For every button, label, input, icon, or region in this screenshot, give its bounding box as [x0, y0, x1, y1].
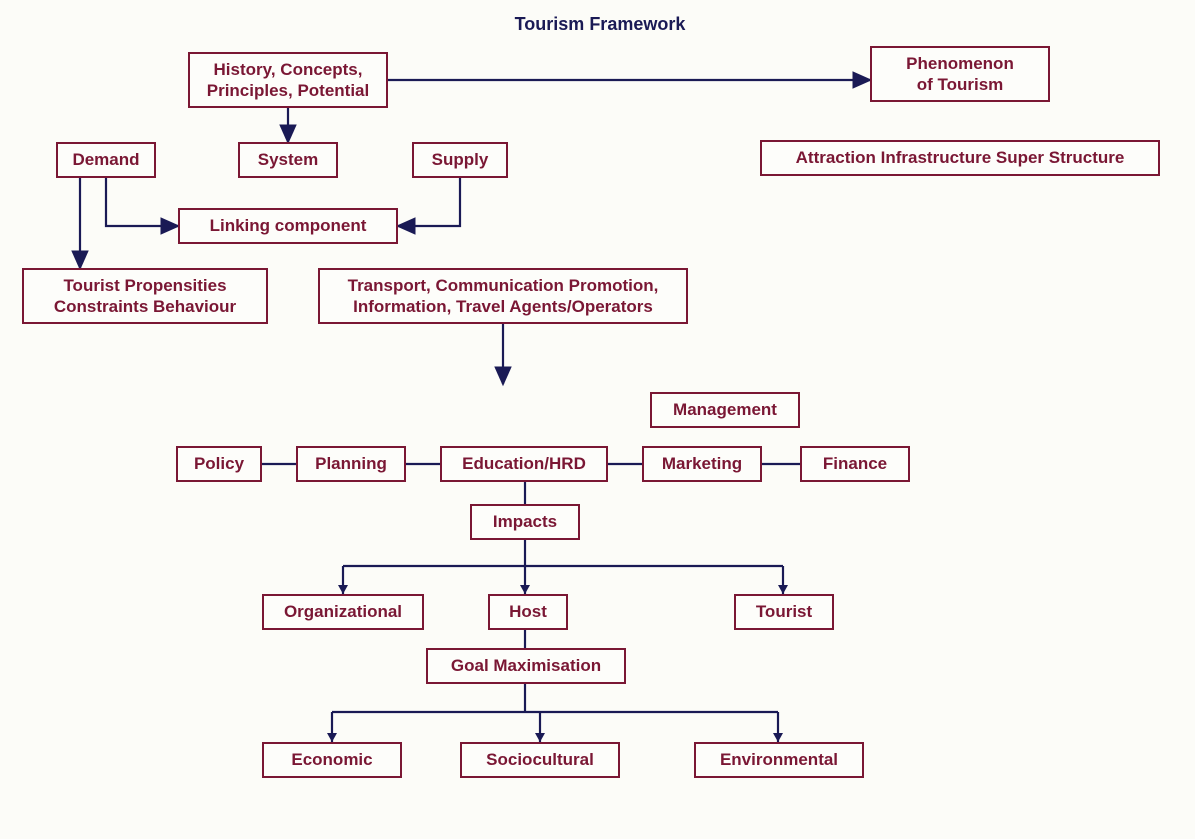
- node-policy: Policy: [176, 446, 262, 482]
- node-impacts: Impacts: [470, 504, 580, 540]
- node-phenomenon: Phenomenon of Tourism: [870, 46, 1050, 102]
- node-goal: Goal Maximisation: [426, 648, 626, 684]
- node-education: Education/HRD: [440, 446, 608, 482]
- node-management: Management: [650, 392, 800, 428]
- node-organizational: Organizational: [262, 594, 424, 630]
- node-tourist: Tourist: [734, 594, 834, 630]
- edges-layer: [0, 0, 1195, 839]
- node-history: History, Concepts, Principles, Potential: [188, 52, 388, 108]
- node-planning: Planning: [296, 446, 406, 482]
- node-host: Host: [488, 594, 568, 630]
- node-demand: Demand: [56, 142, 156, 178]
- node-transport: Transport, Communication Promotion, Info…: [318, 268, 688, 324]
- node-attraction: Attraction Infrastructure Super Structur…: [760, 140, 1160, 176]
- node-economic: Economic: [262, 742, 402, 778]
- node-linking: Linking component: [178, 208, 398, 244]
- diagram-canvas: Tourism Framework History, Concepts, Pri…: [0, 0, 1195, 839]
- node-marketing: Marketing: [642, 446, 762, 482]
- node-finance: Finance: [800, 446, 910, 482]
- node-propensity: Tourist Propensities Constraints Behavio…: [22, 268, 268, 324]
- node-environmental: Environmental: [694, 742, 864, 778]
- node-sociocultural: Sociocultural: [460, 742, 620, 778]
- node-system: System: [238, 142, 338, 178]
- node-supply: Supply: [412, 142, 508, 178]
- diagram-title: Tourism Framework: [460, 14, 740, 35]
